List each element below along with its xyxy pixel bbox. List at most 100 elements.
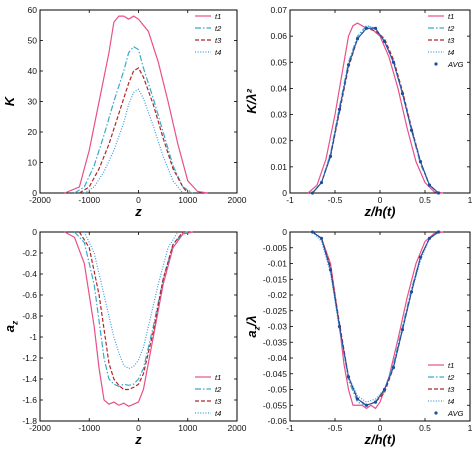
y-tick-label: -0.03 — [268, 322, 288, 332]
legend-entry-t2: t2 — [195, 385, 222, 394]
y-tick-label: 0 — [282, 227, 287, 237]
x-tick-label: 2000 — [228, 423, 247, 433]
x-axis-label: z — [134, 204, 142, 219]
plot-frame — [39, 231, 238, 422]
y-tick-label: -0.025 — [263, 306, 287, 316]
series-line — [78, 231, 184, 391]
x-tick-label: 0 — [136, 423, 141, 433]
y-tick-label: -0.06 — [268, 416, 288, 426]
legend-entry-t3: t3 — [195, 36, 222, 45]
legend-label: t3 — [448, 385, 455, 394]
y-tick-label: 10 — [28, 158, 38, 168]
avg-line — [312, 27, 439, 194]
legend-entry-avg: AVG — [434, 409, 464, 418]
legend-entry-t1: t1 — [195, 373, 221, 382]
legend-entry-t2: t2 — [428, 373, 455, 382]
series-t3 — [79, 67, 189, 194]
series-line — [64, 231, 193, 407]
legend-label: t2 — [215, 385, 222, 394]
legend-marker — [434, 62, 438, 66]
avg-line — [312, 231, 439, 406]
legend-label: t3 — [215, 36, 222, 45]
legend-label: t3 — [448, 36, 455, 45]
legend-entry-t3: t3 — [428, 36, 455, 45]
y-tick-label: -0.04 — [268, 353, 288, 363]
x-axis-label: z — [134, 432, 142, 447]
legend-label: t3 — [215, 397, 222, 406]
chart-panel-top-left: -2000 -1000 0 1000 2000 0 10 20 30 40 50 60 z Kt1 t2 t3… — [2, 5, 247, 219]
y-tick-label: -0.005 — [263, 243, 287, 253]
y-tick-label: -1.6 — [22, 395, 37, 405]
y-tick-label: -0.6 — [22, 290, 37, 300]
series-line — [312, 231, 444, 410]
series-t1 — [64, 15, 208, 194]
y-tick-label: -1.8 — [22, 416, 37, 426]
y-tick-label: -1 — [29, 332, 37, 342]
legend-label: t4 — [215, 409, 221, 418]
series-t3 — [312, 27, 439, 194]
chart-panel-bottom-right: -1 -0.5 0 0.5 1 0 -0.005 -0.01 -0.015 -0.02 -0.025… — [244, 227, 473, 447]
y-tick-label: 0.07 — [270, 5, 287, 15]
y-tick-label: -0.4 — [22, 269, 37, 279]
x-tick-label: 0.5 — [419, 423, 431, 433]
series-line — [312, 24, 439, 194]
legend-label: t2 — [215, 24, 222, 33]
series-line — [312, 25, 439, 194]
y-tick-label: 0.01 — [270, 162, 287, 172]
legend-label: t4 — [448, 397, 454, 406]
chart-panel-bottom-left: -2000 -1000 0 1000 2000 0 -0.2 -0.4 -0.6 -0.8 -1 -1… — [2, 227, 247, 447]
x-tick-label: -2000 — [29, 195, 51, 205]
plot-frame — [289, 231, 471, 422]
series-line — [312, 27, 439, 194]
x-axis-label: z/h(t) — [363, 204, 395, 219]
y-tick-label: -0.015 — [263, 274, 287, 284]
legend-entry-t2: t2 — [428, 24, 455, 33]
legend-entry-t4: t4 — [428, 397, 454, 406]
y-tick-label: -0.8 — [22, 311, 37, 321]
series-avg — [310, 230, 441, 407]
y-tick-label: -1.2 — [22, 353, 37, 363]
y-tick-label: -0.05 — [268, 385, 288, 395]
y-tick-label: 0.06 — [270, 31, 287, 41]
y-tick-label: 60 — [28, 5, 38, 15]
x-tick-label: 1000 — [178, 195, 197, 205]
y-tick-label: 0 — [32, 188, 37, 198]
legend-label: t1 — [448, 361, 454, 370]
series-t3 — [78, 231, 184, 391]
legend-entry-t4: t4 — [195, 409, 221, 418]
x-tick-label: 1 — [468, 423, 473, 433]
series-line — [84, 88, 184, 194]
series-t1 — [64, 231, 193, 407]
legend-entry-t1: t1 — [428, 361, 454, 370]
series-line — [79, 67, 189, 194]
x-tick-label: -0.5 — [328, 423, 343, 433]
x-tick-label: -1 — [286, 195, 294, 205]
legend-label: AVG — [447, 409, 464, 418]
series-line — [64, 15, 208, 194]
x-tick-label: 0 — [378, 195, 383, 205]
chart-panel-top-right: -1 -0.5 0 0.5 1 0 0.01 0.02 0.03 0.04 0.05 0.06 0.07… — [244, 5, 473, 219]
x-tick-label: 0 — [136, 195, 141, 205]
legend-label: t4 — [215, 48, 221, 57]
y-tick-label: -0.035 — [263, 337, 287, 347]
x-tick-label: 1 — [468, 195, 473, 205]
series-t4 — [84, 88, 184, 194]
legend-marker — [434, 411, 438, 415]
y-tick-label: -0.055 — [263, 400, 287, 410]
series-line — [312, 231, 439, 403]
x-tick-label: 2000 — [228, 195, 247, 205]
x-tick-label: 0.5 — [419, 195, 431, 205]
series-line — [74, 45, 193, 194]
y-tick-label: -0.02 — [268, 290, 288, 300]
legend-label: t1 — [215, 12, 221, 21]
x-tick-label: -0.5 — [328, 195, 343, 205]
legend-label: t1 — [215, 373, 221, 382]
y-tick-label: 0.03 — [270, 110, 287, 120]
y-tick-label: 0.05 — [270, 57, 287, 67]
legend-label: t1 — [448, 12, 454, 21]
legend-label: t2 — [448, 24, 455, 33]
legend-label: AVG — [447, 60, 464, 69]
y-axis-label: K/λ² — [244, 89, 259, 114]
series-t4 — [312, 231, 439, 403]
